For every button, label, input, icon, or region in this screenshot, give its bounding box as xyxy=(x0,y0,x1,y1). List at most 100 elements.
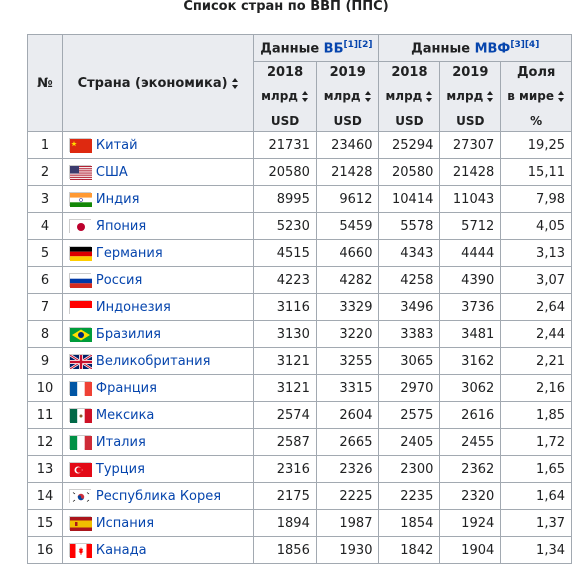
table-row: 5 Германия 4515 4660 4343 4444 3,13 xyxy=(27,239,572,267)
france-flag-icon[interactable] xyxy=(68,381,92,396)
country-cell: Мексика xyxy=(61,401,255,429)
share-value: 2,44 xyxy=(500,320,572,348)
wb-2018-value: 3116 xyxy=(253,293,317,321)
imf-link[interactable]: МВФ xyxy=(474,41,511,57)
wb-2019-value: 1930 xyxy=(315,536,380,564)
share-value: 2,16 xyxy=(500,374,572,402)
country-cell: Республика Корея xyxy=(61,482,255,510)
share-value: 2,64 xyxy=(500,293,572,321)
table-row: 7 Индонезия 3116 3329 3496 3736 2,64 xyxy=(27,293,572,321)
row-number: 12 xyxy=(27,428,63,456)
share-value: 7,98 xyxy=(500,185,572,213)
sort-arrows-icon[interactable] xyxy=(557,91,565,102)
imf-2019-value: 3062 xyxy=(439,374,502,402)
country-link[interactable]: Канада xyxy=(95,542,147,558)
country-link[interactable]: США xyxy=(95,164,128,180)
spain-flag-icon[interactable] xyxy=(68,516,92,531)
index-header: № xyxy=(27,34,63,132)
brazil-flag-icon[interactable] xyxy=(68,327,92,342)
country-link[interactable]: Турция xyxy=(95,461,145,477)
gdp-table: № Страна (экономика) Данные ВБ[1][2] Дан… xyxy=(27,34,572,564)
country-link[interactable]: Италия xyxy=(95,434,146,450)
wb-2019-value: 1987 xyxy=(315,509,380,537)
imf-2018-value: 2970 xyxy=(378,374,441,402)
row-number: 10 xyxy=(27,374,63,402)
wb-link[interactable]: ВБ xyxy=(323,41,344,57)
country-cell: Франция xyxy=(61,374,255,402)
wb-2018-value: 4223 xyxy=(253,266,317,294)
table-row: 10 Франция 3121 3315 2970 3062 2,16 xyxy=(27,374,572,402)
imf-refs-link[interactable]: [3][4] xyxy=(510,39,540,50)
italy-flag-icon[interactable] xyxy=(68,435,92,450)
imf-2018-value: 5578 xyxy=(378,212,441,240)
korea-flag-icon[interactable] xyxy=(68,489,92,504)
indonesia-flag-icon[interactable] xyxy=(68,300,92,315)
table-row: 1 Китай 21731 23460 25294 27307 19,25 xyxy=(27,131,572,159)
imf-2019-header[interactable]: 2019 млрд USD xyxy=(439,61,502,132)
share-value: 2,21 xyxy=(500,347,572,375)
sort-arrows-icon[interactable] xyxy=(364,91,372,102)
row-number: 16 xyxy=(27,536,63,564)
sort-arrows-icon[interactable] xyxy=(487,91,494,102)
wb-2018-value: 2574 xyxy=(253,401,317,429)
row-number: 13 xyxy=(27,455,63,483)
china-flag-icon[interactable] xyxy=(68,138,92,153)
wb-2019-value: 3329 xyxy=(315,293,380,321)
turkey-flag-icon[interactable] xyxy=(68,462,92,477)
row-number: 15 xyxy=(27,509,63,537)
imf-2019-value: 2616 xyxy=(439,401,502,429)
country-cell: Китай xyxy=(61,131,255,159)
wb-2018-value: 2175 xyxy=(253,482,317,510)
row-number: 1 xyxy=(27,131,63,159)
country-link[interactable]: Великобритания xyxy=(95,353,211,369)
imf-2018-value: 1842 xyxy=(378,536,441,564)
uk-flag-icon[interactable] xyxy=(68,353,93,371)
canada-flag-icon[interactable] xyxy=(68,543,92,558)
sort-arrows-icon[interactable] xyxy=(302,91,309,102)
country-link[interactable]: Индия xyxy=(95,191,140,207)
country-cell: Турция xyxy=(61,455,255,483)
imf-2019-year: 2019 xyxy=(452,64,489,80)
country-link[interactable]: Индонезия xyxy=(95,299,171,315)
row-number: 4 xyxy=(27,212,63,240)
country-link[interactable]: Бразилия xyxy=(95,326,161,342)
share-value: 19,25 xyxy=(500,131,572,159)
usa-flag-icon[interactable] xyxy=(68,165,92,180)
country-link[interactable]: Испания xyxy=(95,515,155,531)
country-header[interactable]: Страна (экономика) xyxy=(61,34,255,132)
country-link[interactable]: Республика Корея xyxy=(95,488,222,504)
country-link[interactable]: Россия xyxy=(95,272,143,288)
row-number: 9 xyxy=(27,347,63,375)
country-link[interactable]: Германия xyxy=(95,245,163,261)
country-cell: Италия xyxy=(61,428,255,456)
country-link[interactable]: Франция xyxy=(95,380,157,396)
imf-2018-value: 2405 xyxy=(378,428,441,456)
sort-arrows-icon[interactable] xyxy=(231,77,239,89)
row-number: 5 xyxy=(27,239,63,267)
germany-flag-icon[interactable] xyxy=(68,246,92,261)
table-row: 4 Япония 5230 5459 5578 5712 4,05 xyxy=(27,212,572,240)
table-row: 13 Турция 2316 2326 2300 2362 1,65 xyxy=(27,455,572,483)
share-value: 1,85 xyxy=(500,401,572,429)
imf-2018-value: 20580 xyxy=(378,158,441,186)
country-link[interactable]: Япония xyxy=(95,218,147,234)
imf-2019-value: 3481 xyxy=(439,320,502,348)
country-cell: Индонезия xyxy=(61,293,255,321)
mexico-flag-icon[interactable] xyxy=(68,408,92,423)
imf-2018-header[interactable]: 2018 млрд USD xyxy=(378,61,441,132)
country-link[interactable]: Мексика xyxy=(95,407,155,423)
country-cell: Великобритания xyxy=(61,347,255,375)
wb-2019-header[interactable]: 2019 млрд USD xyxy=(315,61,380,132)
share-header[interactable]: Доля в мире % xyxy=(500,61,572,132)
russia-flag-icon[interactable] xyxy=(68,273,92,288)
wb-2018-header[interactable]: 2018 млрд USD xyxy=(253,61,317,132)
country-link[interactable]: Китай xyxy=(95,137,138,153)
table-row: 11 Мексика 2574 2604 2575 2616 1,85 xyxy=(27,401,572,429)
wb-refs-link[interactable]: [1][2] xyxy=(343,39,373,50)
japan-flag-icon[interactable] xyxy=(68,219,92,234)
imf-2019-value: 11043 xyxy=(439,185,502,213)
india-flag-icon[interactable] xyxy=(68,192,92,207)
wb-2019-value: 3255 xyxy=(315,347,380,375)
imf-2018-value: 3065 xyxy=(378,347,441,375)
sort-arrows-icon[interactable] xyxy=(426,91,433,102)
